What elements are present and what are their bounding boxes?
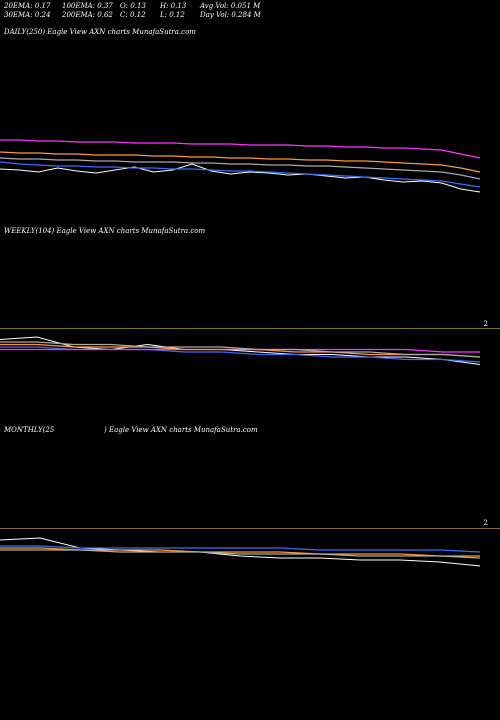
monthly-panel-label-right: ) Eagle View AXN charts MunafaSutra.com	[104, 426, 258, 434]
daily-ema-grey-line	[0, 157, 481, 180]
ema30-stat: 30EMA: 0.24	[4, 11, 51, 19]
weekly-axis-tick: 2	[483, 320, 488, 328]
weekly-chart	[0, 336, 481, 365]
low-stat: L: 0.12	[160, 11, 185, 19]
daily-ema-blue-line	[0, 161, 481, 188]
ema100-stat: 100EMA: 0.37	[62, 2, 113, 10]
monthly-divider	[0, 528, 500, 529]
weekly-panel-label: WEEKLY(104) Eagle View AXN charts Munafa…	[4, 227, 206, 235]
open-stat: O: 0.13	[120, 2, 146, 10]
ema200-stat: 200EMA: 0.62	[62, 11, 113, 19]
day-vol-stat: Day Vol: 0.284 M	[200, 11, 261, 19]
daily-ema-pink-line	[0, 139, 481, 159]
daily-panel-label: DAILY(250) Eagle View AXN charts MunafaS…	[4, 28, 196, 36]
weekly-ema-grey-line	[0, 341, 481, 358]
weekly-price-line	[0, 336, 481, 365]
daily-price-line	[0, 163, 481, 193]
daily-chart	[0, 139, 481, 193]
monthly-panel-label-left: MONTHLY(25	[4, 426, 55, 434]
avg-vol-stat: Avg Vol: 0.051 M	[200, 2, 261, 10]
monthly-chart	[0, 537, 481, 567]
monthly-axis-tick: 2	[483, 519, 488, 527]
high-stat: H: 0.13	[160, 2, 187, 10]
monthly-ema-orange-line	[0, 547, 480, 557]
monthly-ema-grey-line	[0, 549, 481, 559]
daily-ema-orange-line	[0, 151, 481, 173]
weekly-divider	[0, 328, 500, 329]
ema20-stat: 20EMA: 0.17	[4, 2, 51, 10]
monthly-ema-blue-line	[0, 545, 481, 553]
close-stat: C: 0.12	[120, 11, 146, 19]
